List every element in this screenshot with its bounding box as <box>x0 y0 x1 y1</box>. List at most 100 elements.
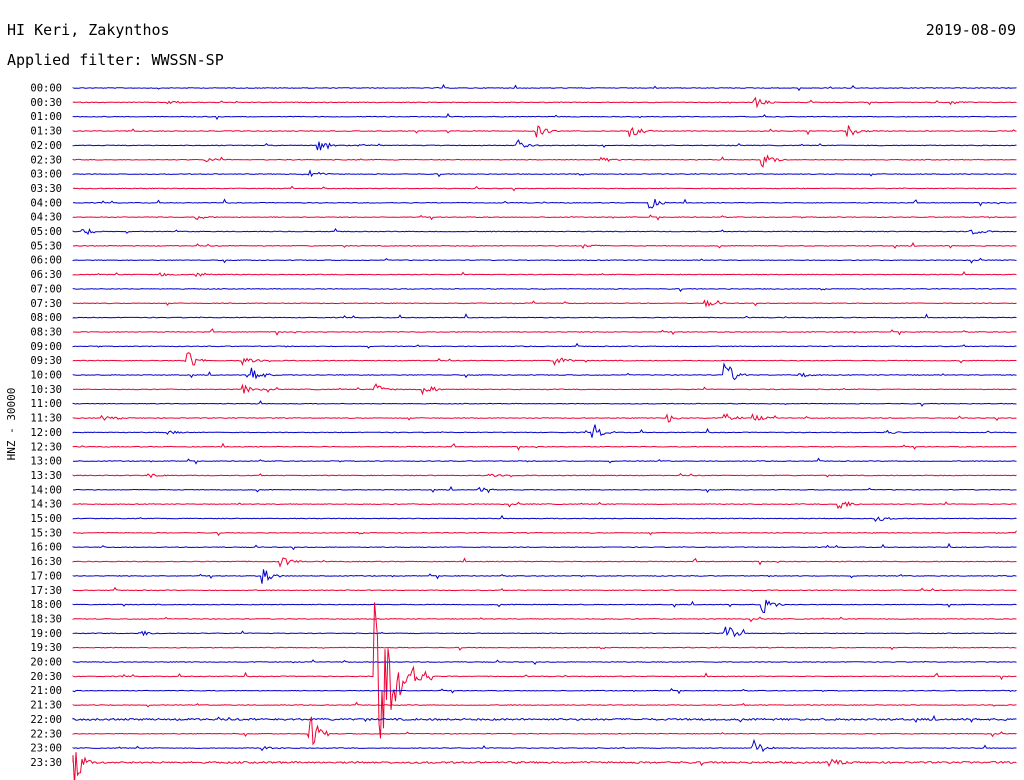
trace-line <box>72 626 1017 638</box>
trace-line <box>72 342 1017 349</box>
trace-line <box>72 646 1017 651</box>
trace-line <box>72 701 1017 708</box>
trace-line <box>72 328 1017 336</box>
row-label: 12:00 <box>30 427 62 439</box>
row-label: 20:30 <box>30 671 62 683</box>
trace-line <box>72 514 1017 522</box>
trace-line <box>72 472 1017 479</box>
row-label: 00:00 <box>30 83 62 95</box>
trace-line <box>72 714 1017 723</box>
row-label: 14:00 <box>30 484 62 496</box>
row-label: 20:00 <box>30 657 62 669</box>
row-label: 07:00 <box>30 283 62 295</box>
trace-line <box>72 227 1017 236</box>
row-label: 01:30 <box>30 126 62 138</box>
row-label: 16:30 <box>30 556 62 568</box>
row-label: 19:00 <box>30 628 62 640</box>
trace-line <box>72 442 1017 451</box>
trace-line <box>72 383 1017 396</box>
row-label: 04:30 <box>30 212 62 224</box>
row-label: 11:30 <box>30 413 62 425</box>
trace-line <box>72 586 1017 592</box>
row-label: 04:00 <box>30 197 62 209</box>
row-label: 21:30 <box>30 700 62 712</box>
trace-line <box>72 424 1017 438</box>
row-label: 17:00 <box>30 570 62 582</box>
trace-line <box>72 313 1017 319</box>
row-label: 15:00 <box>30 513 62 525</box>
trace-line <box>72 400 1017 407</box>
row-label: 08:00 <box>30 312 62 324</box>
trace-line <box>72 287 1017 293</box>
trace-line <box>72 616 1017 623</box>
trace-line <box>72 83 1017 92</box>
row-label: 08:30 <box>30 326 62 338</box>
trace-line <box>72 738 1017 753</box>
row-label: 03:30 <box>30 183 62 195</box>
trace-line <box>72 362 1017 381</box>
row-label: 19:30 <box>30 642 62 654</box>
y-axis-label: HNZ - 30000 <box>5 388 18 461</box>
trace-line <box>72 139 1017 151</box>
trace-line <box>72 352 1017 367</box>
row-label: 06:30 <box>30 269 62 281</box>
row-label: 18:30 <box>30 613 62 625</box>
trace-line <box>72 271 1017 278</box>
row-label: 11:00 <box>30 398 62 410</box>
trace-line <box>72 198 1017 209</box>
trace-line <box>72 413 1017 423</box>
station-title: HI Keri, Zakynthos <box>7 21 170 39</box>
trace-line <box>72 501 1017 510</box>
trace-line <box>72 214 1017 221</box>
row-label: 13:30 <box>30 470 62 482</box>
trace-line <box>72 112 1017 121</box>
trace-line <box>72 154 1017 168</box>
row-label: 07:30 <box>30 298 62 310</box>
row-label: 05:30 <box>30 240 62 252</box>
row-label: 02:00 <box>30 140 62 152</box>
row-label: 03:00 <box>30 169 62 181</box>
trace-line <box>72 257 1017 264</box>
trace-line <box>72 299 1017 308</box>
trace-line <box>72 752 1017 780</box>
row-label: 22:30 <box>30 728 62 740</box>
trace-line <box>72 169 1017 178</box>
trace-line <box>72 716 1017 746</box>
row-label: 18:00 <box>30 599 62 611</box>
row-label: 16:00 <box>30 542 62 554</box>
trace-line <box>72 96 1017 109</box>
row-label: 12:30 <box>30 441 62 453</box>
trace-line <box>72 242 1017 250</box>
row-label: 23:30 <box>30 757 62 769</box>
row-label: 05:00 <box>30 226 62 238</box>
row-label: 22:00 <box>30 714 62 726</box>
trace-line <box>72 457 1017 465</box>
row-label: 10:30 <box>30 384 62 396</box>
row-label: 09:00 <box>30 341 62 353</box>
row-label: 13:00 <box>30 456 62 468</box>
row-label: 02:30 <box>30 154 62 166</box>
row-label: 00:30 <box>30 97 62 109</box>
row-label: 23:00 <box>30 743 62 755</box>
trace-line <box>72 599 1017 614</box>
trace-line <box>72 688 1017 695</box>
trace-line <box>72 569 1017 584</box>
trace-line <box>72 602 1017 739</box>
y-axis-label-text: HNZ - 30000 <box>5 388 18 461</box>
row-label: 17:30 <box>30 585 62 597</box>
trace-line <box>72 530 1017 537</box>
date-label: 2019-08-09 <box>925 21 1016 39</box>
row-label: 01:00 <box>30 111 62 123</box>
row-label: 10:00 <box>30 370 62 382</box>
trace-line <box>72 659 1017 666</box>
trace-line <box>72 542 1017 551</box>
row-labels: 00:00 00:30 01:00 01:30 02:00 02:30 03:00 03:30… <box>30 83 62 769</box>
row-label: 21:00 <box>30 685 62 697</box>
trace-line <box>72 185 1017 192</box>
trace-line <box>72 485 1017 494</box>
row-label: 09:30 <box>30 355 62 367</box>
trace-line <box>72 125 1017 138</box>
row-label: 14:30 <box>30 499 62 511</box>
trace-line <box>72 557 1017 568</box>
